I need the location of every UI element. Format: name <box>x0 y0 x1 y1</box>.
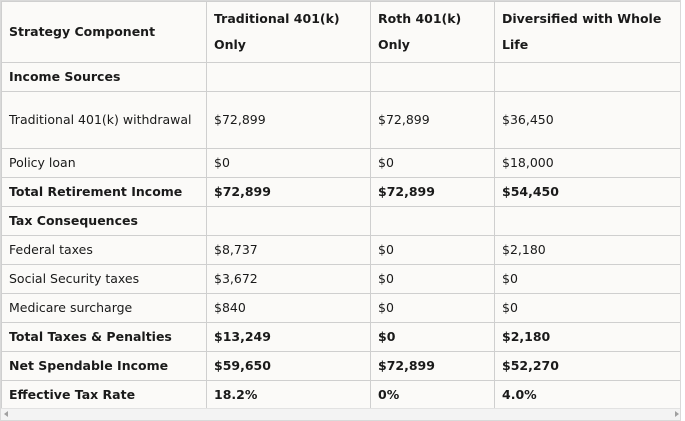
cell: $72,899 <box>370 177 495 207</box>
cell: Medicare surcharge <box>1 293 207 323</box>
cell: $59,650 <box>206 351 371 381</box>
scroll-right-arrow[interactable] <box>675 411 679 417</box>
row: Federal taxes $8,737 $0 $2,180 <box>1 235 680 265</box>
total-row: Net Spendable Income $59,650 $72,899 $52,27… <box>1 351 680 381</box>
cell: $54,450 <box>494 177 680 207</box>
cell: Tax Consequences <box>1 206 207 236</box>
cell: $72,899 <box>206 91 371 149</box>
scroll-left-arrow[interactable] <box>4 411 8 417</box>
cell: Traditional 401(k) withdrawal <box>1 91 207 149</box>
cell: $2,180 <box>494 235 680 265</box>
cell: $0 <box>370 148 495 178</box>
cell <box>370 206 495 236</box>
section-row: Income Sources <box>1 62 680 92</box>
cell: Effective Tax Rate <box>1 380 207 410</box>
cell <box>206 62 371 92</box>
row: Traditional 401(k) withdrawal $72,899 $72,… <box>1 91 680 149</box>
cell: $0 <box>370 322 495 352</box>
total-row: Total Retirement Income $72,899 $72,899 $54… <box>1 177 680 207</box>
cell: $52,270 <box>494 351 680 381</box>
cell: $36,450 <box>494 91 680 149</box>
section-row: Tax Consequences <box>1 206 680 236</box>
cell: $840 <box>206 293 371 323</box>
cell: Net Spendable Income <box>1 351 207 381</box>
cell: $0 <box>494 293 680 323</box>
cell: $72,899 <box>206 177 371 207</box>
header-cell: Strategy Component <box>1 1 207 63</box>
cell <box>494 206 680 236</box>
cell: 18.2% <box>206 380 371 410</box>
cell: Policy loan <box>1 148 207 178</box>
header-cell: Diversified with Whole Life <box>494 1 680 63</box>
cell: $0 <box>370 293 495 323</box>
cell: $0 <box>370 264 495 294</box>
cell: Federal taxes <box>1 235 207 265</box>
cell: Total Taxes & Penalties <box>1 322 207 352</box>
header-cell: Roth 401(k) Only <box>370 1 495 63</box>
cell: $2,180 <box>494 322 680 352</box>
cell: $0 <box>206 148 371 178</box>
total-row: Total Taxes & Penalties $13,249 $0 $2,180 <box>1 322 680 352</box>
cell: 4.0% <box>494 380 680 410</box>
cell: Income Sources <box>1 62 207 92</box>
cell <box>206 206 371 236</box>
row: Medicare surcharge $840 $0 $0 <box>1 293 680 323</box>
cell: $72,899 <box>370 351 495 381</box>
cell: $72,899 <box>370 91 495 149</box>
cell: Social Security taxes <box>1 264 207 294</box>
cell: $13,249 <box>206 322 371 352</box>
horizontal-scrollbar[interactable] <box>1 408 680 420</box>
cell: $0 <box>494 264 680 294</box>
row: Social Security taxes $3,672 $0 $0 <box>1 264 680 294</box>
total-row: Effective Tax Rate 18.2% 0% 4.0% <box>1 380 680 410</box>
row: Policy loan $0 $0 $18,000 <box>1 148 680 178</box>
header-cell: Traditional 401(k) Only <box>206 1 371 63</box>
cell: Total Retirement Income <box>1 177 207 207</box>
cell <box>494 62 680 92</box>
header-row: Strategy Component Traditional 401(k) On… <box>1 1 680 63</box>
cell: $18,000 <box>494 148 680 178</box>
cell: $8,737 <box>206 235 371 265</box>
cell <box>370 62 495 92</box>
cell: $0 <box>370 235 495 265</box>
cell: $3,672 <box>206 264 371 294</box>
comparison-table: Strategy Component Traditional 401(k) On… <box>1 1 680 410</box>
cell: 0% <box>370 380 495 410</box>
